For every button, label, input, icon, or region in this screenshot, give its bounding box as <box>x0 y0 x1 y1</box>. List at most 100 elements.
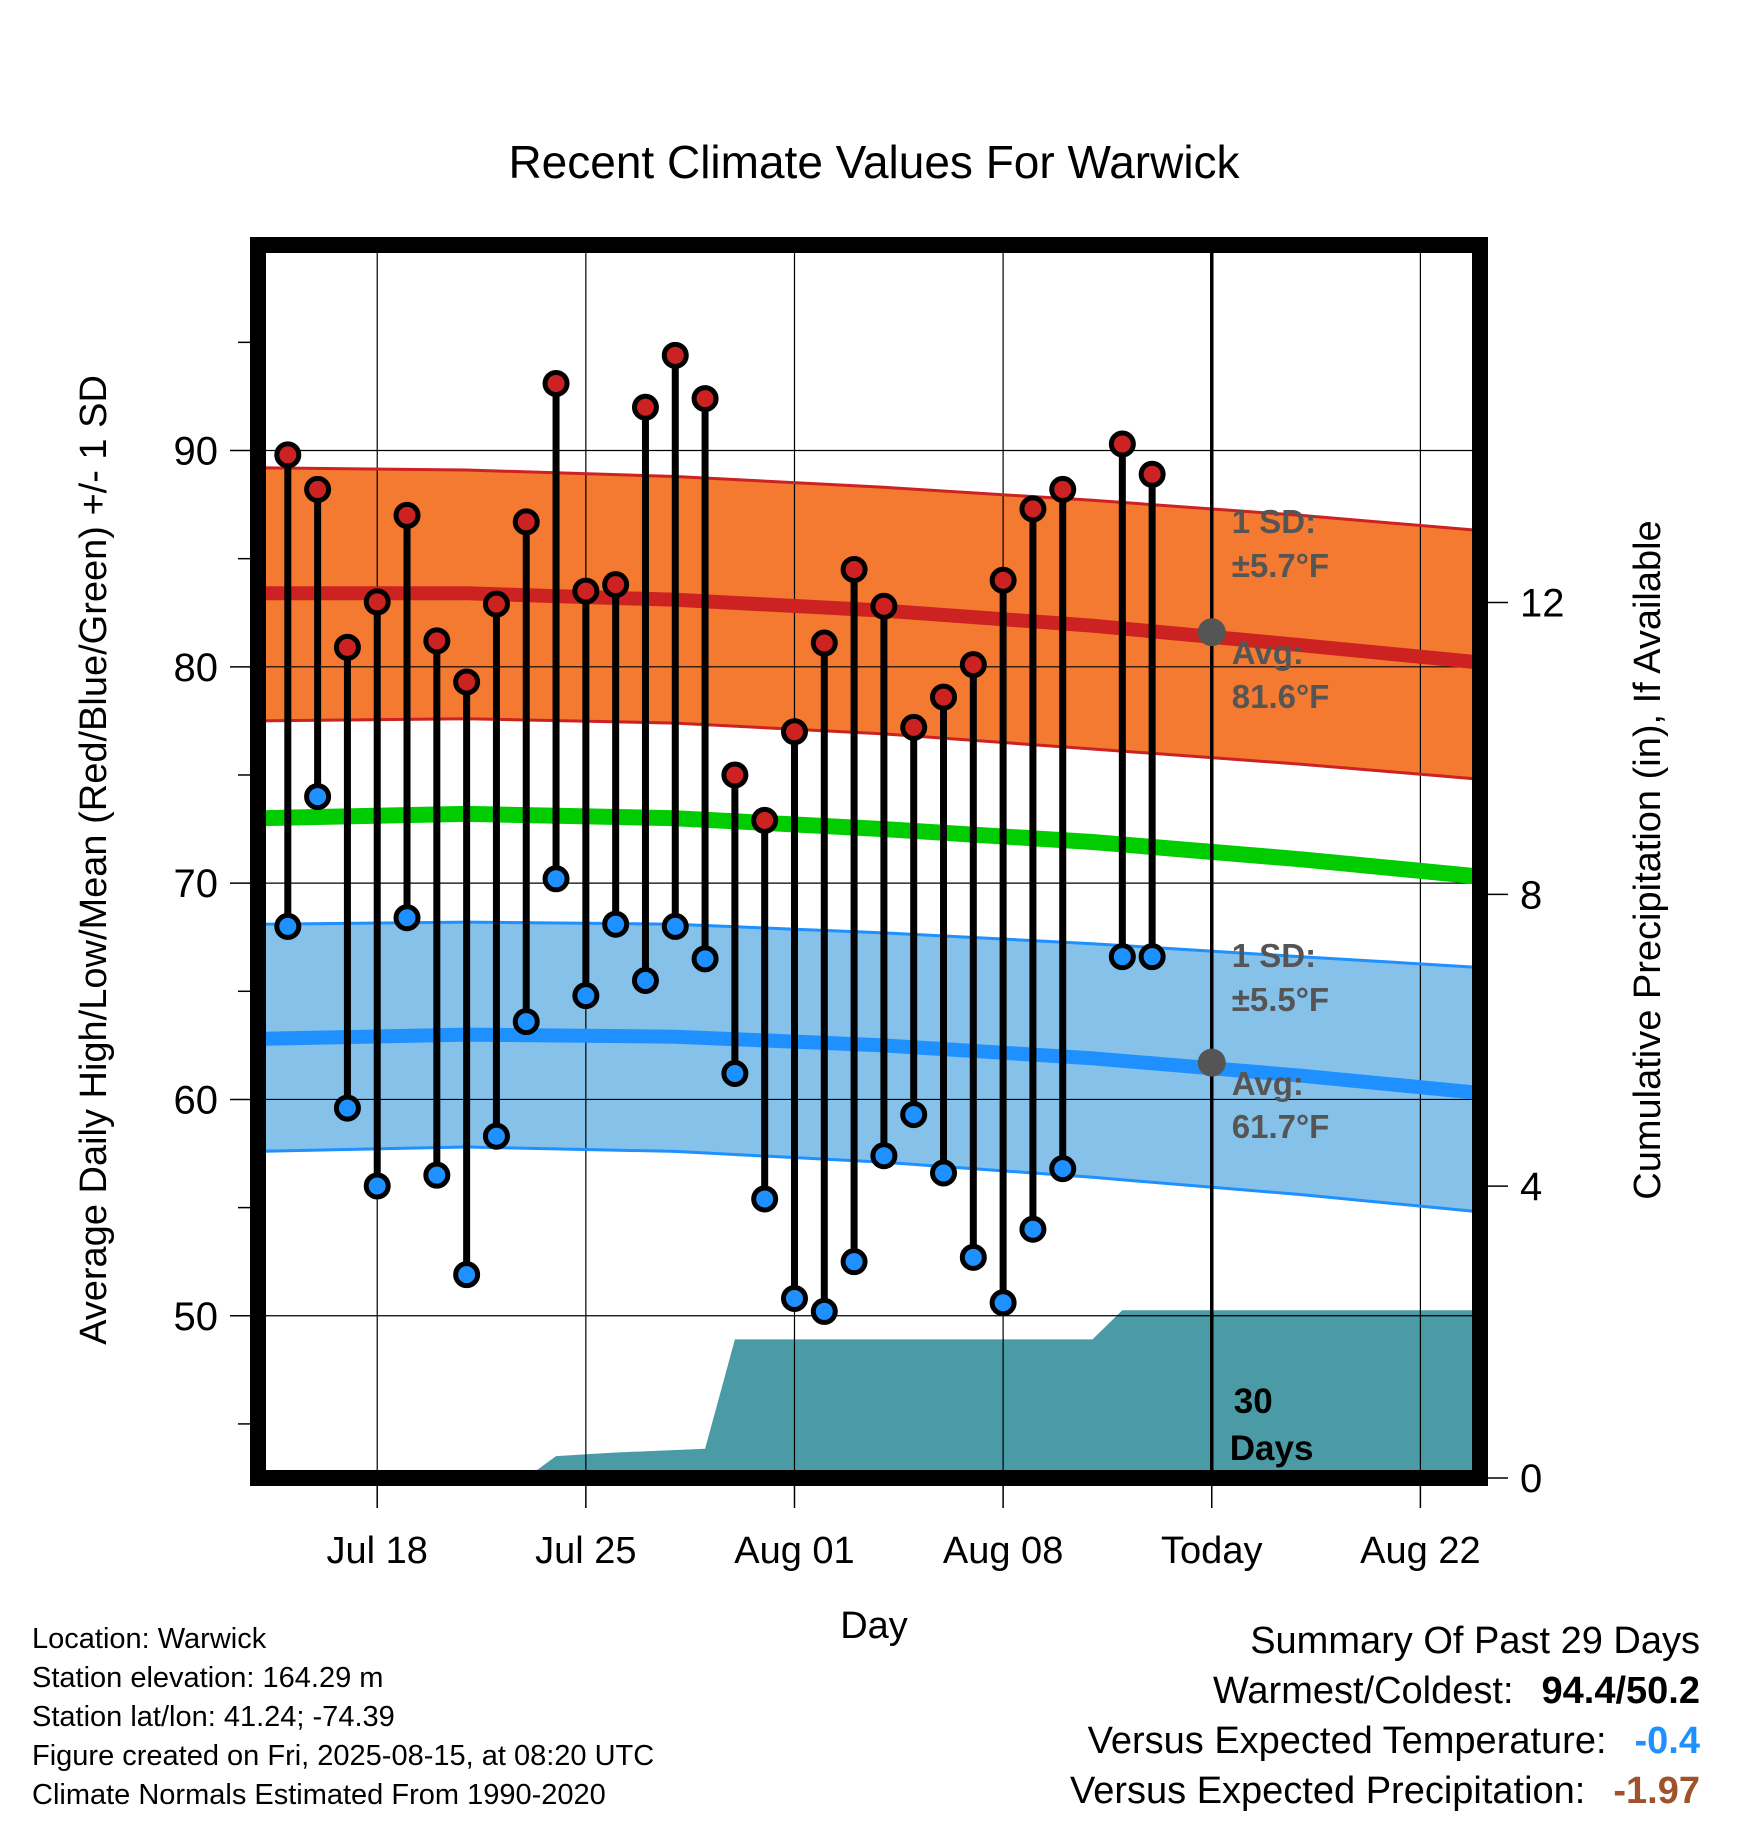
high-sd-label: 1 SD: <box>1232 503 1316 540</box>
high-avg-label: Avg: <box>1232 634 1304 671</box>
daily-high-point <box>1138 460 1166 488</box>
avg-mean-line <box>257 805 1481 885</box>
daily-low-point <box>810 1297 838 1325</box>
x-tick-label: Aug 01 <box>734 1530 854 1572</box>
daily-low-point <box>1138 943 1166 971</box>
daily-high-point <box>363 588 391 616</box>
x-axis-label: Day <box>840 1605 908 1647</box>
high-sd-upper-line <box>257 466 1481 532</box>
y-tick-label: 60 <box>174 1078 219 1122</box>
y2-axis-label: Cumulative Precipitation (in), If Availa… <box>1627 520 1669 1199</box>
daily-high-point <box>631 393 659 421</box>
daily-low-point <box>1019 1215 1047 1243</box>
y-tick-label: 50 <box>174 1295 219 1339</box>
daily-high-point <box>959 651 987 679</box>
daily-low-point <box>870 1142 898 1170</box>
daily-high-point <box>810 629 838 657</box>
daily-high-point <box>840 555 868 583</box>
daily-high-point <box>572 577 600 605</box>
x-tick-label: Aug 08 <box>943 1530 1063 1572</box>
daily-high-point <box>930 683 958 711</box>
daily-high-point <box>661 341 689 369</box>
daily-low-point <box>572 982 600 1010</box>
high-avg-value: 81.6°F <box>1232 678 1330 715</box>
low-sd-value: ±5.5°F <box>1232 981 1329 1018</box>
daily-high-point <box>691 385 719 413</box>
daily-low-point <box>482 1122 510 1150</box>
daily-low-point <box>1108 943 1136 971</box>
high-avg-today-marker <box>1197 618 1226 647</box>
summary-temp: Versus Expected Temperature: -0.4 <box>1070 1716 1700 1766</box>
days-count: 30 <box>1234 1382 1273 1421</box>
temp-value: -0.4 <box>1634 1720 1700 1762</box>
low-avg-today-marker <box>1197 1048 1226 1077</box>
daily-high-point <box>304 475 332 503</box>
plot-area: 1 SD: ±5.7°F Avg: 81.6°F 1 SD: ±5.5°F Avg: 61.7… <box>174 237 1565 1572</box>
x-tick-label: Today <box>1161 1530 1262 1572</box>
y-tick-label: 70 <box>174 862 219 906</box>
elevation-text: Station elevation: 164.29 m <box>32 1662 384 1694</box>
high-sd-band <box>258 467 1480 780</box>
y-axis-label: Average Daily High/Low/Mean (Red/Blue/Gr… <box>73 375 115 1345</box>
summary-precip: Versus Expected Precipitation: -1.97 <box>1070 1766 1700 1816</box>
y2-tick-label: 4 <box>1520 1165 1542 1209</box>
daily-low-point <box>989 1289 1017 1317</box>
daily-high-point <box>870 592 898 620</box>
y2-tick-label: 12 <box>1520 581 1565 625</box>
precip-label: Versus Expected Precipitation: <box>1069 1770 1586 1812</box>
chart-title: Recent Climate Values For Warwick <box>508 136 1240 188</box>
daily-low-point <box>423 1161 451 1189</box>
station-metadata: Location: Warwick Station elevation: 164… <box>32 1620 654 1815</box>
daily-high-point <box>989 566 1017 594</box>
precip-value: -1.97 <box>1613 1770 1700 1812</box>
daily-low-point <box>959 1243 987 1271</box>
daily-low-point <box>780 1284 808 1312</box>
x-tick-label: Jul 25 <box>535 1530 636 1572</box>
x-tick-label: Aug 22 <box>1360 1530 1480 1572</box>
daily-high-point <box>393 501 421 529</box>
daily-low-point <box>453 1261 481 1289</box>
daily-low-point <box>602 910 630 938</box>
daily-high-point <box>1019 495 1047 523</box>
high-sd-value: ±5.7°F <box>1232 547 1329 584</box>
daily-low-point <box>363 1172 391 1200</box>
daily-high-point <box>542 369 570 397</box>
temp-label: Versus Expected Temperature: <box>1087 1720 1607 1762</box>
daily-high-point <box>780 718 808 746</box>
warmest-coldest-value: 94.4/50.2 <box>1541 1670 1700 1712</box>
normals-text: Climate Normals Estimated From 1990-2020 <box>32 1779 606 1811</box>
daily-low-point <box>840 1248 868 1276</box>
y-tick-label: 90 <box>174 430 219 474</box>
y-tick-label: 80 <box>174 646 219 690</box>
daily-low-point <box>393 904 421 932</box>
daily-high-point <box>274 441 302 469</box>
daily-low-point <box>512 1008 540 1036</box>
daily-high-point <box>333 633 361 661</box>
y2-tick-label: 0 <box>1520 1457 1542 1501</box>
daily-high-point <box>1049 475 1077 503</box>
daily-low-point <box>542 865 570 893</box>
low-avg-label: Avg: <box>1232 1065 1304 1102</box>
latlon-text: Station lat/lon: 41.24; -74.39 <box>32 1701 395 1733</box>
summary-title: Summary Of Past 29 Days <box>1250 1620 1700 1662</box>
plot-frame <box>250 237 1488 1486</box>
daily-high-point <box>512 508 540 536</box>
daily-high-point <box>423 627 451 655</box>
daily-high-point <box>900 713 928 741</box>
daily-low-point <box>721 1059 749 1087</box>
daily-high-point <box>1108 430 1136 458</box>
daily-low-point <box>751 1185 779 1213</box>
low-sd-band <box>258 922 1480 1212</box>
created-text: Figure created on Fri, 2025-08-15, at 08… <box>32 1740 655 1772</box>
daily-low-point <box>333 1094 361 1122</box>
daily-high-point <box>751 806 779 834</box>
daily-low-point <box>1049 1155 1077 1183</box>
x-tick-label: Jul 18 <box>327 1530 428 1572</box>
daily-low-point <box>900 1101 928 1129</box>
daily-high-point <box>482 590 510 618</box>
location-text: Location: Warwick <box>32 1623 267 1655</box>
low-sd-label: 1 SD: <box>1232 937 1316 974</box>
summary-panel: Summary Of Past 29 Days Warmest/Coldest:… <box>1070 1616 1700 1816</box>
daily-high-point <box>602 571 630 599</box>
